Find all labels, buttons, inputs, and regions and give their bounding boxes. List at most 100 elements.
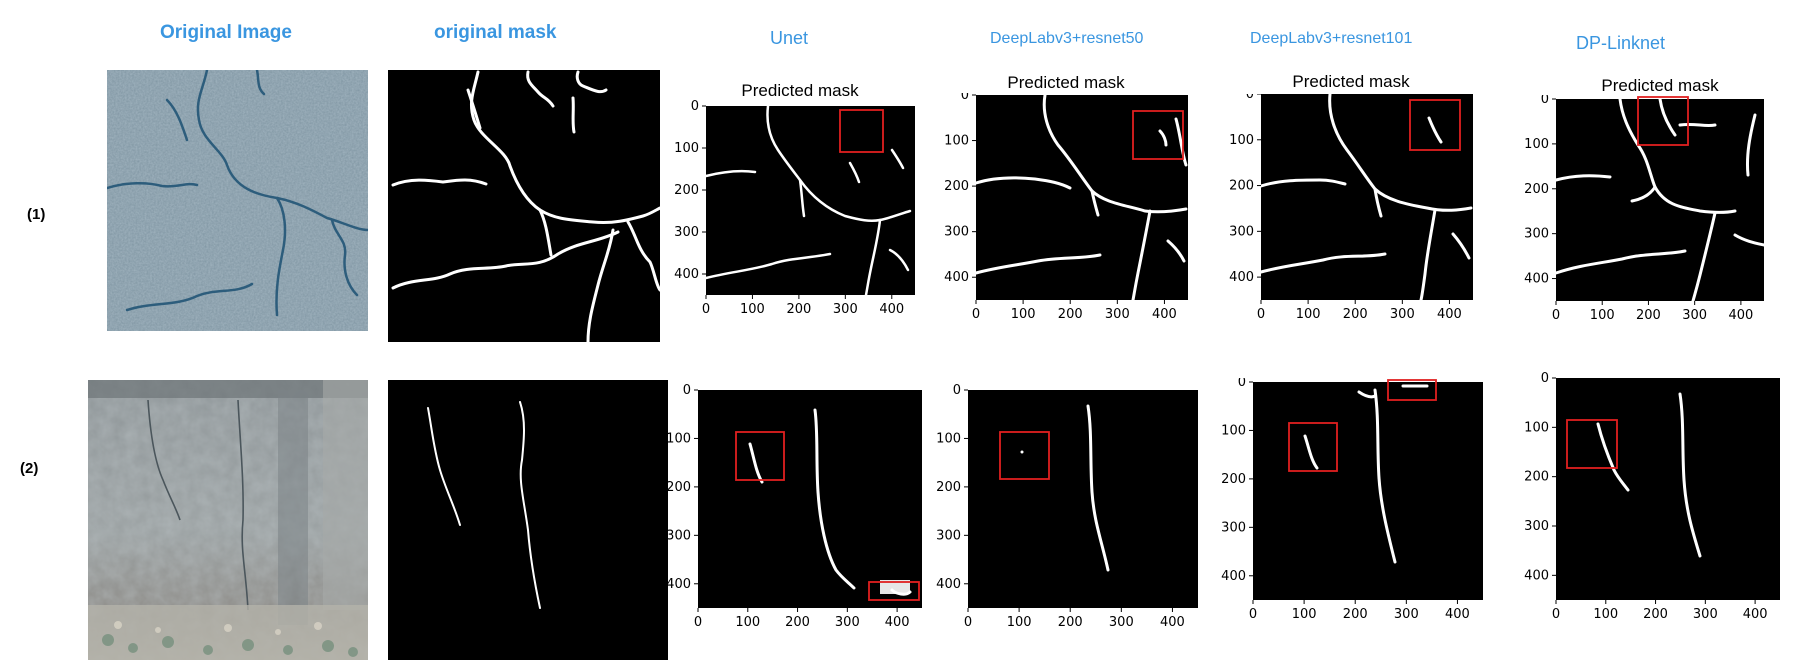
x-tick-label: 100 [740, 302, 765, 317]
x-tick-label: 200 [786, 302, 811, 317]
x-tick-label: 400 [1728, 308, 1753, 323]
plot-unet-1: 0 100 200 300 400 0 100 200 300 400 [660, 98, 920, 323]
x-tick-label: 100 [1296, 307, 1321, 322]
y-tick-label: 200 [936, 480, 961, 495]
y-tick-label: 400 [666, 577, 691, 592]
y-tick-label: 200 [944, 179, 969, 194]
y-tick-label: 400 [674, 267, 699, 282]
y-tick-label: 0 [1246, 94, 1254, 102]
x-tick-label: 100 [1593, 607, 1618, 622]
x-tick-label: 400 [885, 615, 910, 630]
x-tick-label: 200 [1643, 607, 1668, 622]
y-tick-label: 100 [1229, 133, 1254, 148]
y-tick-label: 100 [1221, 423, 1246, 438]
y-tick-label: 400 [1229, 270, 1254, 285]
plot-title-dl50-1: Predicted mask [1007, 73, 1125, 92]
col-header-original-image: Original Image [160, 22, 292, 43]
x-tick-label: 0 [702, 302, 710, 317]
x-tick-label: 0 [972, 307, 980, 322]
y-tick-label: 300 [666, 528, 691, 543]
y-tick-label: 400 [944, 270, 969, 285]
plot-dplink-2: 0 100 200 300 400 0 100 200 300 400 [1510, 370, 1790, 635]
y-tick-label: 0 [683, 383, 691, 398]
x-tick-label: 0 [1249, 607, 1257, 622]
plot-dplink-1: 0 100 200 300 400 0 100 200 300 400 [1510, 95, 1780, 325]
plot-dl101-2: 0 100 200 300 400 0 100 200 300 400 [1205, 378, 1490, 640]
plot-dl101-1: 0 100 200 300 400 0 100 200 300 400 [1205, 94, 1485, 334]
col-header-unet: Unet [770, 28, 809, 48]
x-tick-label: 300 [833, 302, 858, 317]
x-tick-label: 400 [1152, 307, 1177, 322]
x-tick-label: 100 [735, 615, 760, 630]
x-tick-label: 0 [964, 615, 972, 630]
y-tick-label: 200 [674, 183, 699, 198]
x-tick-label: 100 [1011, 307, 1036, 322]
y-tick-label: 0 [1541, 371, 1549, 386]
col-header-dp-linknet: DP-Linknet [1576, 33, 1666, 53]
y-tick-label: 200 [1524, 470, 1549, 485]
x-tick-label: 0 [1257, 307, 1265, 322]
x-tick-label: 100 [1590, 308, 1615, 323]
y-tick-label: 200 [1524, 182, 1549, 197]
x-tick-label: 300 [1693, 607, 1718, 622]
x-tick-label: 300 [1105, 307, 1130, 322]
x-tick-label: 400 [1437, 307, 1462, 322]
x-tick-label: 400 [1160, 615, 1185, 630]
col-header-deeplab-resnet101: DeepLabv3+resnet101 [1250, 30, 1413, 47]
original-mask-2 [388, 380, 668, 660]
y-tick-label: 100 [674, 141, 699, 156]
x-tick-label: 200 [1343, 307, 1368, 322]
plot-title-dl101-1: Predicted mask [1292, 72, 1410, 91]
x-tick-label: 400 [1445, 607, 1470, 622]
y-tick-label: 100 [936, 431, 961, 446]
col-header-original-mask: original mask [434, 22, 557, 43]
x-tick-label: 200 [1058, 615, 1083, 630]
y-tick-label: 400 [1524, 568, 1549, 583]
x-tick-label: 0 [1552, 308, 1560, 323]
y-tick-label: 300 [1229, 224, 1254, 239]
plot-dl50-1: 0 100 200 300 400 0 100 200 300 400 [920, 93, 1200, 333]
plot-unet-2: 0 100 200 300 400 0 100 200 300 400 [660, 382, 932, 642]
x-tick-label: 0 [1552, 607, 1560, 622]
row-label-1: (1) [27, 206, 46, 223]
plot-dl50-2: 0 100 200 300 400 0 100 200 300 400 [920, 382, 1205, 642]
x-tick-label: 300 [1390, 307, 1415, 322]
y-tick-label: 100 [944, 134, 969, 149]
x-tick-label: 300 [1682, 308, 1707, 323]
col-header-deeplab-resnet50: DeepLabv3+resnet50 [990, 30, 1144, 47]
x-tick-label: 200 [1058, 307, 1083, 322]
y-tick-label: 0 [1541, 95, 1549, 107]
x-tick-label: 200 [785, 615, 810, 630]
x-tick-label: 400 [879, 302, 904, 317]
x-tick-label: 300 [835, 615, 860, 630]
original-image-2 [88, 380, 368, 660]
y-tick-label: 0 [691, 99, 699, 114]
y-tick-label: 400 [936, 577, 961, 592]
x-tick-label: 100 [1007, 615, 1032, 630]
y-tick-label: 200 [666, 480, 691, 495]
y-tick-label: 300 [1221, 520, 1246, 535]
y-tick-label: 300 [674, 225, 699, 240]
y-tick-label: 300 [944, 225, 969, 240]
y-tick-label: 200 [1229, 179, 1254, 194]
x-tick-label: 0 [694, 615, 702, 630]
y-tick-label: 400 [1524, 272, 1549, 287]
plot-title-dplink-1: Predicted mask [1601, 76, 1719, 95]
x-tick-label: 200 [1636, 308, 1661, 323]
x-tick-label: 300 [1109, 615, 1134, 630]
x-tick-label: 200 [1343, 607, 1368, 622]
y-tick-label: 0 [961, 93, 969, 103]
x-tick-label: 400 [1743, 607, 1768, 622]
y-tick-label: 400 [1221, 569, 1246, 584]
y-tick-label: 300 [1524, 519, 1549, 534]
y-tick-label: 0 [953, 383, 961, 398]
y-tick-label: 100 [666, 431, 691, 446]
y-tick-label: 100 [1524, 137, 1549, 152]
original-mask-1 [388, 70, 660, 342]
plot-title-unet-1: Predicted mask [741, 81, 859, 100]
x-tick-label: 100 [1292, 607, 1317, 622]
y-tick-label: 200 [1221, 472, 1246, 487]
y-tick-label: 0 [1238, 378, 1246, 390]
original-image-1 [107, 70, 368, 331]
y-tick-label: 300 [1524, 227, 1549, 242]
